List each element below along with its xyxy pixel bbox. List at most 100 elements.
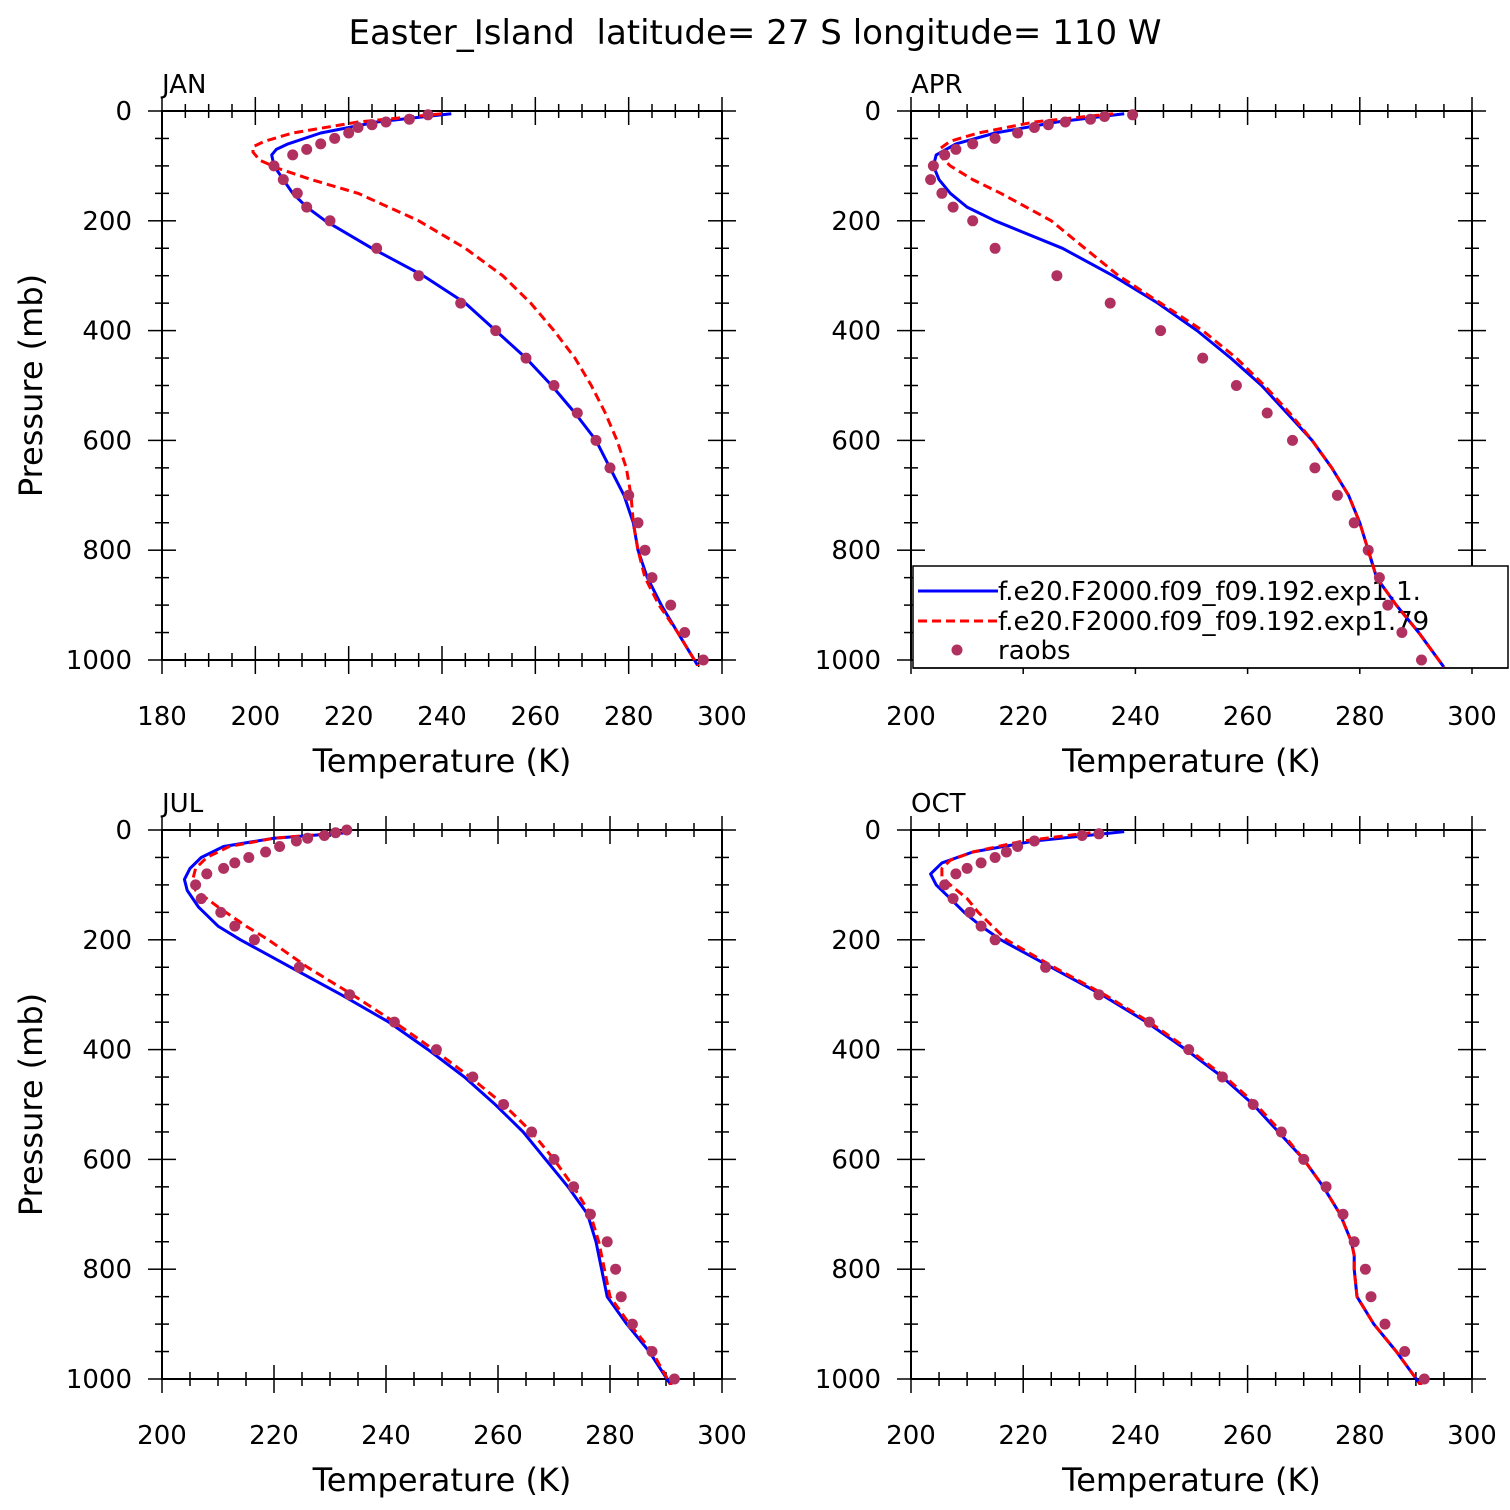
raobs-point <box>344 989 356 1001</box>
raobs-point-overlay <box>1382 599 1394 611</box>
series-line-1 <box>270 112 700 666</box>
raobs-point <box>1348 517 1360 529</box>
y-tick-label: 600 <box>831 1145 881 1175</box>
y-tick-label: 800 <box>82 536 132 566</box>
series-line-1 <box>929 830 1423 1385</box>
y-tick-label: 600 <box>82 1145 132 1175</box>
x-tick-label: 280 <box>1335 702 1385 732</box>
raobs-point <box>961 862 973 874</box>
y-tick-label: 400 <box>82 317 132 347</box>
raobs-point <box>632 517 644 529</box>
raobs-point <box>1012 841 1024 852</box>
raobs-point <box>950 868 962 880</box>
plot-area <box>251 109 709 666</box>
y-tick-label: 0 <box>115 97 132 127</box>
y-tick-label: 1000 <box>66 1365 132 1395</box>
raobs-point <box>615 1291 627 1303</box>
raobs-point <box>967 138 979 150</box>
raobs-point <box>950 143 962 155</box>
raobs-point <box>1359 1263 1371 1275</box>
raobs-point <box>291 187 303 199</box>
x-axis-label: Temperature (K) <box>1061 742 1321 780</box>
raobs-point <box>260 846 272 858</box>
raobs-point <box>989 934 1001 946</box>
raobs-point <box>939 149 951 161</box>
panel-oct: 200 220 240 260 280 300 0 200 400 600 800 1000 OCT Te… <box>815 789 1497 1499</box>
y-tick-label: 1000 <box>815 646 881 676</box>
raobs-point <box>1365 1291 1377 1303</box>
raobs-point <box>341 824 353 836</box>
x-tick-label: 280 <box>585 1421 635 1451</box>
raobs-point <box>1320 1181 1332 1193</box>
raobs-point <box>1183 1044 1195 1056</box>
raobs-point <box>430 1044 442 1056</box>
raobs-point <box>590 434 602 446</box>
raobs-point <box>248 934 260 946</box>
y-tick-label: 200 <box>82 207 132 237</box>
raobs-point <box>467 1071 479 1083</box>
raobs-point-overlay <box>1396 627 1408 638</box>
raobs-point <box>243 852 255 863</box>
raobs-point <box>679 627 691 638</box>
raobs-point <box>1287 434 1298 446</box>
y-tick-label: 800 <box>831 536 881 566</box>
raobs-point <box>1127 109 1139 121</box>
x-tick-label: 280 <box>1335 1421 1385 1451</box>
raobs-point-overlay <box>1373 572 1385 584</box>
panel-jan: 180 200 220 240 260 280 300 0 200 400 600 800 1000 JA… <box>12 70 747 780</box>
raobs-point <box>1085 113 1096 125</box>
x-tick-label: 240 <box>361 1421 411 1451</box>
plot-frame <box>161 110 723 661</box>
raobs-point <box>274 841 286 852</box>
y-tick-label: 800 <box>831 1255 881 1285</box>
y-tick-label: 200 <box>82 926 132 956</box>
x-tick-label: 260 <box>473 1421 523 1451</box>
raobs-point <box>318 830 330 841</box>
raobs-point <box>229 920 241 932</box>
plot-area <box>929 828 1430 1385</box>
raobs-point <box>936 187 948 199</box>
plot-frame <box>161 829 723 1380</box>
raobs-point <box>1051 270 1063 282</box>
panel-jul: 200 220 240 260 280 300 0 200 400 600 800 1000 JUL Te… <box>12 789 747 1499</box>
x-tick-label: 240 <box>417 702 467 732</box>
raobs-point <box>413 270 425 282</box>
raobs-point <box>315 138 327 150</box>
raobs-point <box>277 174 289 186</box>
raobs-point <box>604 462 616 474</box>
raobs-point <box>1399 1346 1411 1357</box>
raobs-point <box>1247 1099 1259 1110</box>
raobs-point <box>989 132 1001 144</box>
x-tick-label: 300 <box>1447 702 1497 732</box>
x-tick-label: 280 <box>604 702 654 732</box>
legend-label: f.e20.F2000.f09_f09.192.exp1.79 <box>998 607 1429 637</box>
raobs-point <box>1028 835 1040 847</box>
raobs-point <box>329 132 341 144</box>
raobs-point <box>1261 407 1273 419</box>
raobs-point <box>1230 380 1242 391</box>
raobs-point <box>371 242 383 254</box>
panel-apr: 200 220 240 260 280 300 0 200 400 600 800 1000 APR Te… <box>815 70 1497 780</box>
x-tick-label: 200 <box>886 702 936 732</box>
raobs-point <box>352 122 364 133</box>
raobs-point <box>1012 127 1024 139</box>
series-line-2 <box>940 831 1423 1385</box>
raobs-point <box>268 160 280 172</box>
y-tick-label: 400 <box>831 1036 881 1066</box>
x-tick-label: 240 <box>1111 1421 1161 1451</box>
legend-box <box>912 565 1509 669</box>
legend-label: f.e20.F2000.f09_f09.192.exp1.1. <box>998 577 1421 607</box>
raobs-point <box>1275 1126 1287 1138</box>
x-tick-label: 240 <box>1111 702 1161 732</box>
raobs-point <box>190 879 202 891</box>
panel-label: JUL <box>160 789 204 819</box>
x-tick-label: 300 <box>1447 1421 1497 1451</box>
raobs-point <box>1104 297 1116 309</box>
x-tick-label: 200 <box>137 1421 187 1451</box>
x-tick-label: 220 <box>324 702 374 732</box>
y-tick-label: 1000 <box>66 646 132 676</box>
legend-label: raobs <box>998 636 1071 666</box>
figure-title: Easter_Island latitude= 27 S longitude= … <box>348 13 1161 53</box>
raobs-point <box>301 201 313 213</box>
raobs-point <box>939 879 951 891</box>
